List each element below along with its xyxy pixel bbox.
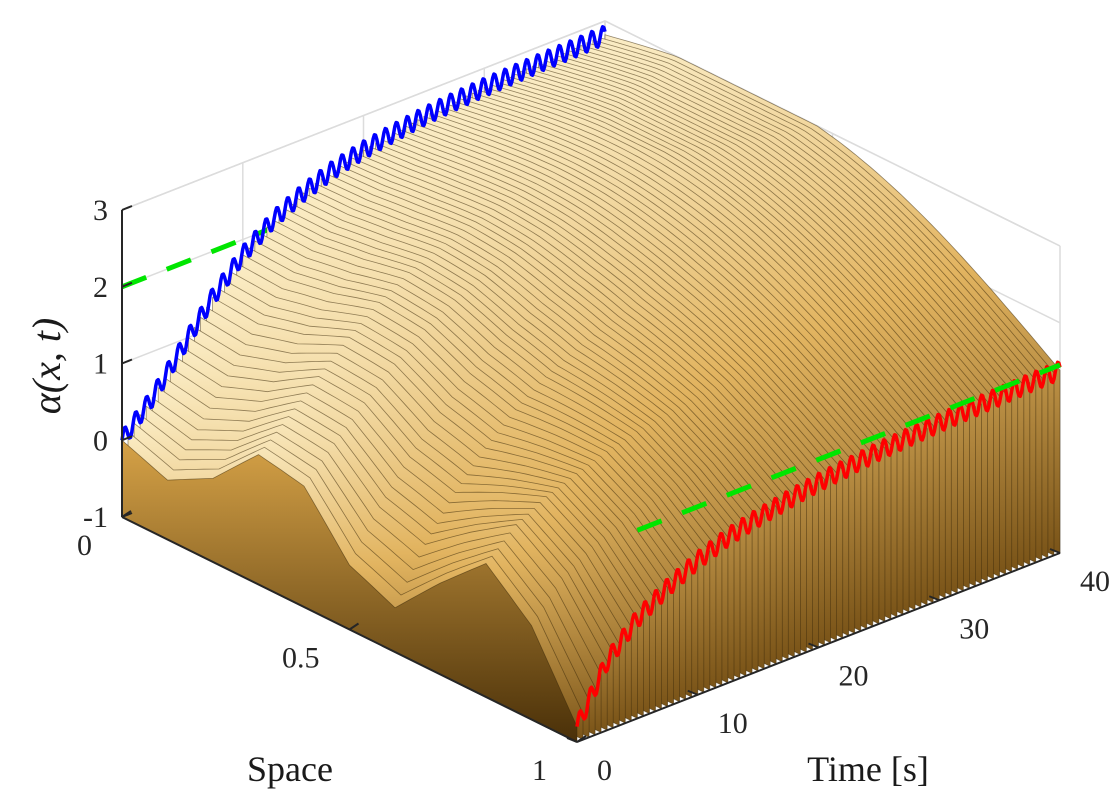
x-axis-label: Space (247, 749, 333, 789)
z-tick-mark (121, 281, 133, 288)
boundary-curve-x1 (575, 360, 1062, 727)
t-tick-label: 20 (839, 660, 869, 693)
z-tick-label: 3 (93, 194, 108, 227)
t-tick-mark (566, 737, 578, 743)
boundary-curve-x0 (120, 25, 607, 441)
t-tick-label: 40 (1080, 565, 1110, 598)
x-tick-mark (576, 735, 587, 743)
t-tick-mark (1049, 548, 1061, 554)
x-tick-label: 0.5 (282, 642, 320, 675)
t-tick-mark (928, 595, 940, 602)
t-tick-label: 0 (597, 754, 612, 787)
top-edge (121, 20, 1061, 247)
t-tick-label: 10 (718, 707, 748, 740)
surface (121, 34, 1061, 743)
x-tick-label: 1 (532, 754, 547, 787)
t-tick-mark (687, 689, 699, 696)
x-tick-label: 0 (77, 529, 92, 562)
surface-slice (121, 439, 578, 743)
z-tick-mark (121, 358, 133, 365)
x-tick-mark (348, 622, 360, 631)
z-axis-label: α(x, t) (24, 318, 69, 415)
boundary-curves (120, 25, 1062, 727)
y-axis-label: Time [s] (807, 749, 929, 789)
axes (121, 205, 1061, 743)
z-tick-label: 0 (93, 424, 108, 457)
z-tick-label: 1 (93, 348, 108, 381)
z-tick-label: -1 (83, 501, 108, 534)
z-tick-label: 2 (93, 271, 108, 304)
z-tick-mark (121, 435, 133, 442)
t-tick-label: 30 (959, 612, 989, 645)
t-tick-mark (808, 642, 819, 649)
x-tick-mark (121, 510, 132, 518)
z-tick-mark (121, 205, 133, 211)
